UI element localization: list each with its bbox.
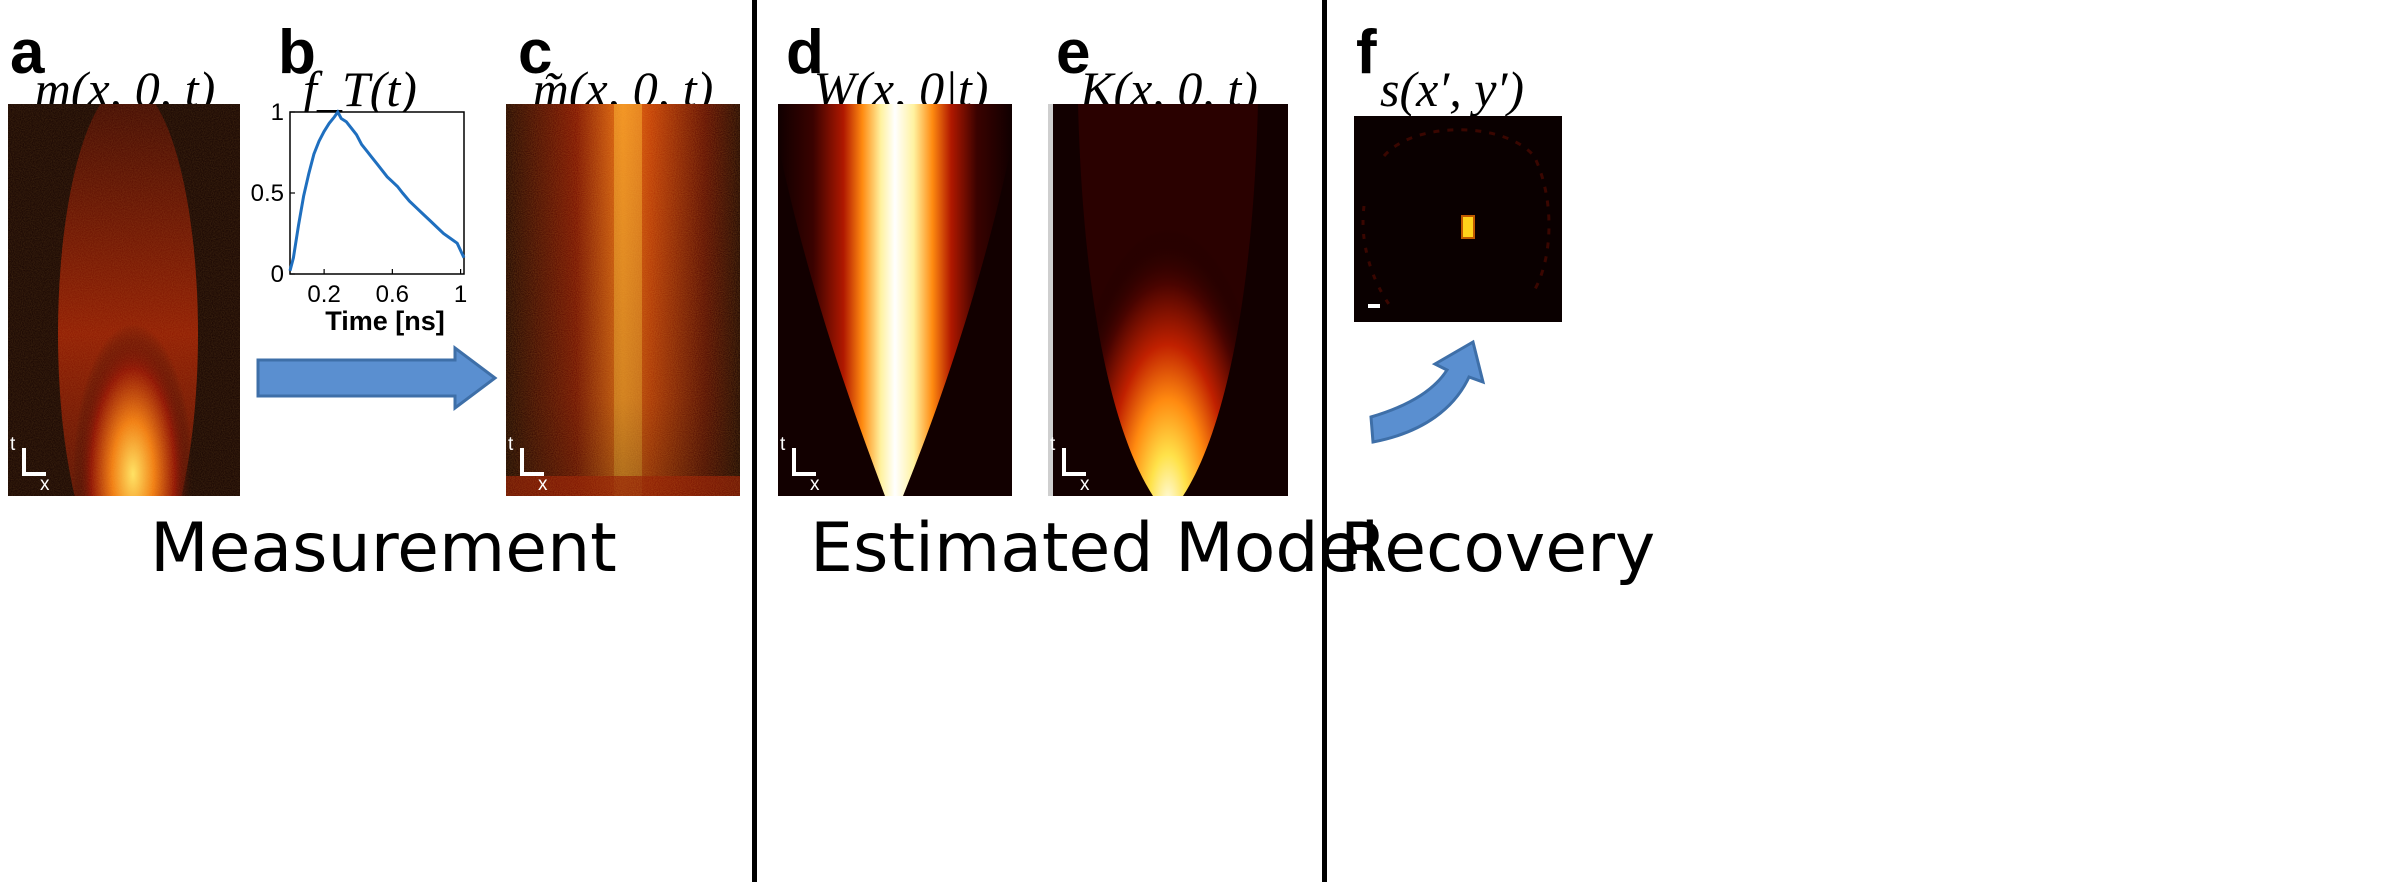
section-title-model: Estimated Model <box>810 509 1380 588</box>
x-tick-label: 1 <box>454 281 467 308</box>
section-divider-2 <box>1322 0 1327 882</box>
arrow-right <box>256 345 498 411</box>
xlabel: Time [ns] <box>325 306 445 336</box>
scale-bar <box>1368 304 1380 308</box>
panel-letter-f: f <box>1356 18 1377 87</box>
label-fT: f_T(t) <box>303 61 417 117</box>
y-tick-label: 0.5 <box>251 180 284 207</box>
panel-letter-d: d <box>786 18 824 87</box>
panel-letter-e: e <box>1056 18 1091 87</box>
heatmap-c <box>506 104 740 496</box>
series-line <box>288 109 466 272</box>
section-title-recovery: Recovery <box>1340 509 1656 588</box>
panel-letter-c: c <box>518 18 553 87</box>
y-tick-label: 1 <box>271 100 284 126</box>
heatmap-d <box>778 104 1012 496</box>
x-tick-label: 0.2 <box>307 281 340 308</box>
label-s: s(x′, y′) <box>1379 61 1525 117</box>
section-title-measurement: Measurement <box>150 509 617 588</box>
y-tick-label: 0 <box>271 261 284 288</box>
panel-letter-b: b <box>278 18 316 87</box>
arrow-curved <box>1369 339 1486 444</box>
x-tick-label: 0.6 <box>376 281 409 308</box>
heatmap-e <box>1048 104 1288 496</box>
panel-letter-a: a <box>10 18 45 87</box>
plot-frame <box>289 111 465 275</box>
heatmap-a <box>8 104 240 496</box>
chart-svg: 0.2 0.6 1 0 0.5 1 <box>251 99 468 308</box>
section-divider-1 <box>752 0 757 882</box>
heatmap-f <box>1354 116 1562 322</box>
chart-fT: 0.2 0.6 1 0 0.5 1 <box>250 99 490 340</box>
